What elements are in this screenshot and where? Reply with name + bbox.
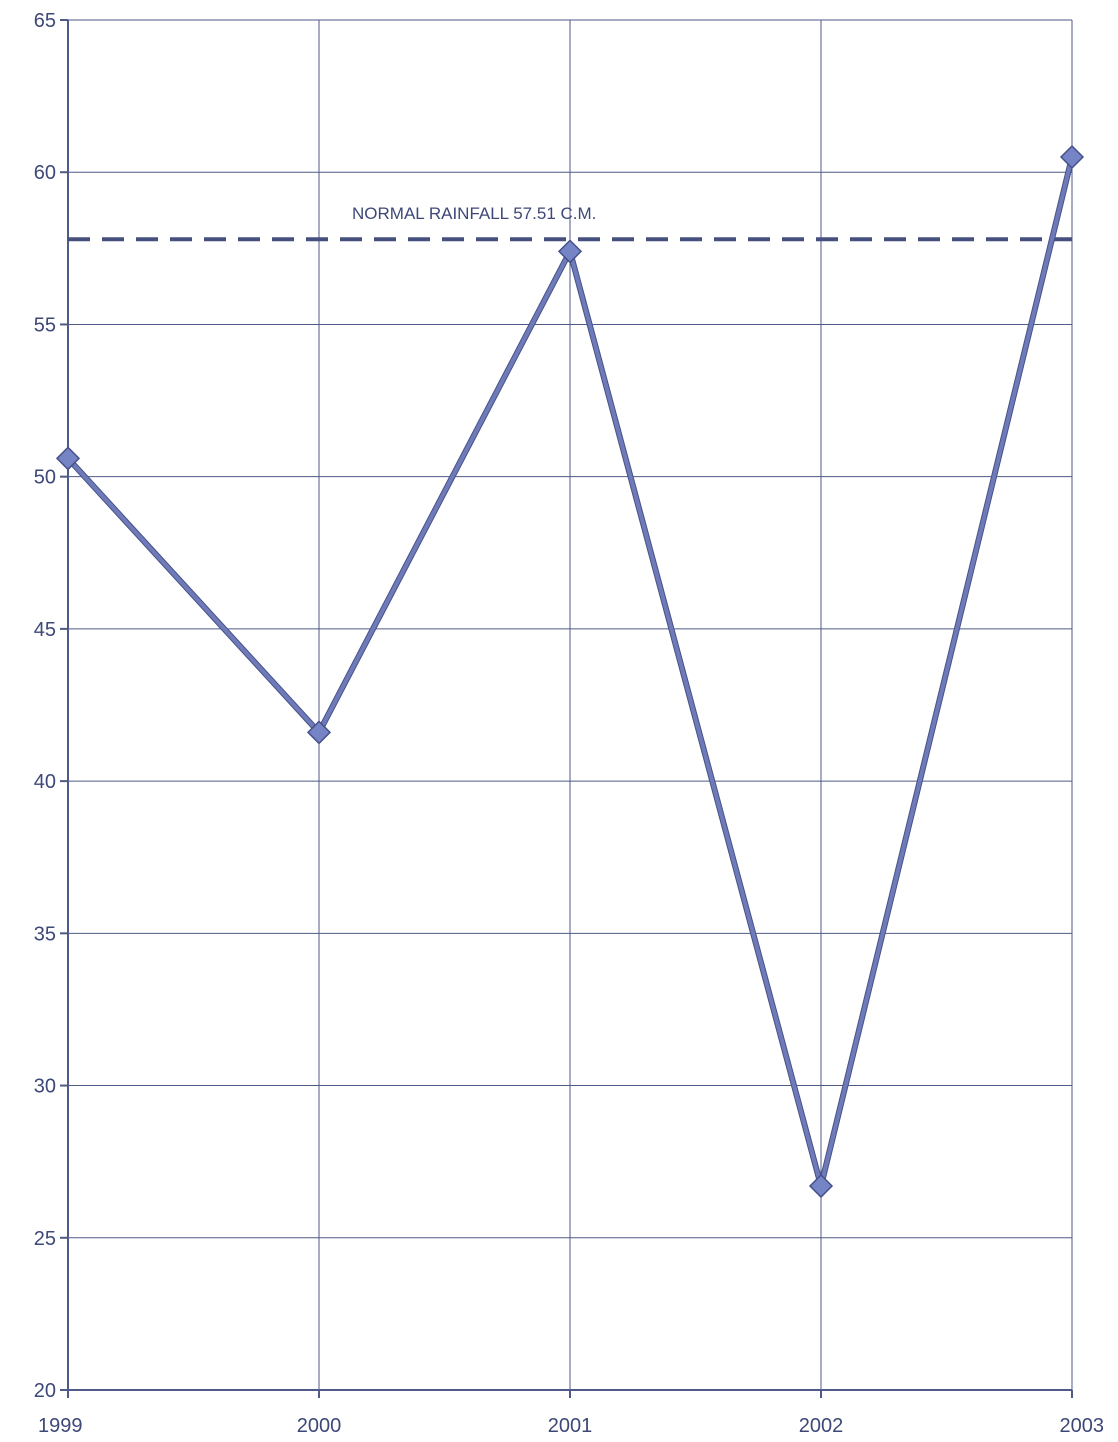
y-tick-label: 45 [34, 619, 56, 641]
y-tick-label: 20 [34, 1380, 56, 1402]
y-tick-label: 55 [34, 314, 56, 336]
y-tick-label: 50 [34, 467, 56, 489]
data-point-2003 [1059, 144, 1085, 170]
tick-labels: 20 25 30 35 40 45 50 55 60 65 1999 2000 2001 2002 2003 [34, 10, 1104, 1437]
grid [67, 19, 1073, 1391]
y-tick-label: 65 [34, 10, 56, 32]
y-tick-label: 35 [34, 923, 56, 945]
data-point-2002 [808, 1173, 834, 1199]
x-tick-label: 2000 [297, 1415, 342, 1437]
data-point-2001 [557, 239, 583, 264]
axes [60, 19, 1073, 1398]
x-tick-label: 1999 [38, 1415, 83, 1437]
y-tick-label: 30 [34, 1076, 56, 1098]
y-tick-label: 25 [34, 1228, 56, 1250]
x-tick-label: 2002 [799, 1415, 844, 1437]
y-tick-label: 60 [34, 162, 56, 184]
x-tick-label: 2001 [548, 1415, 593, 1437]
x-tick-label: 2003 [1060, 1415, 1105, 1437]
reference-line-group: NORMAL RAINFALL 57.51 C.M. [68, 204, 1072, 242]
data-point-2000 [306, 720, 332, 745]
markers [55, 144, 1085, 1199]
y-tick-label: 40 [34, 771, 56, 793]
data-point-1999 [55, 446, 81, 471]
normal-rainfall-label: NORMAL RAINFALL 57.51 C.M. [352, 204, 596, 223]
